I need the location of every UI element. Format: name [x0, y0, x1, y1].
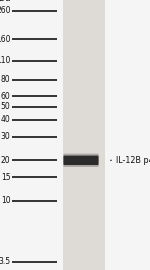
Text: 40: 40 [1, 115, 10, 124]
Text: 3.5: 3.5 [0, 257, 11, 266]
Text: 80: 80 [1, 75, 10, 84]
Text: 160: 160 [0, 35, 11, 43]
Text: 60: 60 [1, 92, 10, 101]
Bar [63, 0, 105, 270]
Text: 20: 20 [1, 156, 10, 165]
Text: IL-12B p40: IL-12B p40 [116, 156, 150, 165]
Text: 260: 260 [0, 6, 11, 15]
FancyBboxPatch shape [63, 156, 99, 165]
Text: 110: 110 [0, 56, 11, 65]
Text: 15: 15 [1, 173, 10, 181]
Text: 50: 50 [1, 102, 10, 112]
Text: kDa: kDa [0, 0, 11, 3]
FancyBboxPatch shape [63, 154, 99, 167]
Text: 30: 30 [1, 132, 10, 141]
Text: 10: 10 [1, 196, 10, 205]
